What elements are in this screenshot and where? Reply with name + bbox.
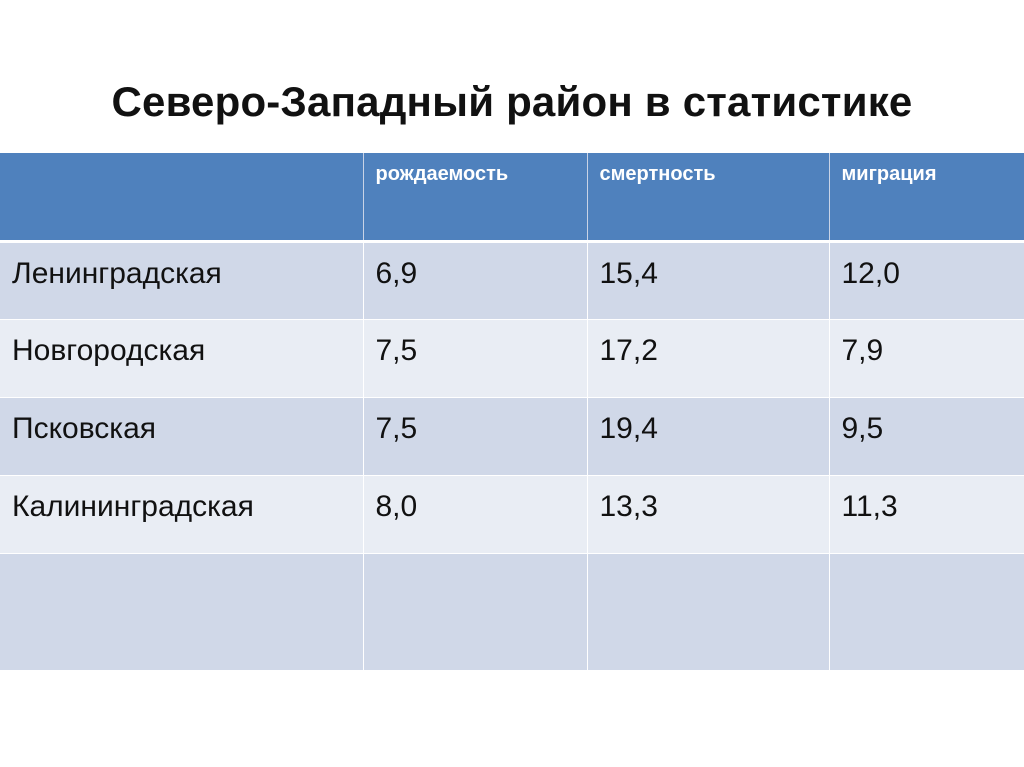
region-name-cell: Псковская [0,397,363,475]
empty-cell [587,553,829,670]
migration-cell: 7,9 [829,319,1024,397]
migration-cell: 12,0 [829,241,1024,319]
header-cell-death-rate: смертность [587,153,829,241]
table-row-empty [0,553,1024,670]
header-cell-region [0,153,363,241]
table-row: Калининградская 8,0 13,3 11,3 [0,475,1024,553]
header-cell-migration: миграция [829,153,1024,241]
statistics-table: рождаемость смертность миграция Ленингра… [0,153,1024,671]
death-rate-cell: 19,4 [587,397,829,475]
birth-rate-cell: 6,9 [363,241,587,319]
death-rate-cell: 13,3 [587,475,829,553]
empty-cell [829,553,1024,670]
death-rate-cell: 17,2 [587,319,829,397]
region-name-cell: Новгородская [0,319,363,397]
empty-cell [363,553,587,670]
birth-rate-cell: 8,0 [363,475,587,553]
header-cell-birth-rate: рождаемость [363,153,587,241]
slide-title: Северо-Западный район в статистике [0,78,1024,126]
region-name-cell: Ленинградская [0,241,363,319]
death-rate-cell: 15,4 [587,241,829,319]
region-name-cell: Калининградская [0,475,363,553]
table-row: Ленинградская 6,9 15,4 12,0 [0,241,1024,319]
birth-rate-cell: 7,5 [363,397,587,475]
migration-cell: 9,5 [829,397,1024,475]
empty-cell [0,553,363,670]
birth-rate-cell: 7,5 [363,319,587,397]
table-row: Новгородская 7,5 17,2 7,9 [0,319,1024,397]
table-header-row: рождаемость смертность миграция [0,153,1024,241]
table-row: Псковская 7,5 19,4 9,5 [0,397,1024,475]
migration-cell: 11,3 [829,475,1024,553]
